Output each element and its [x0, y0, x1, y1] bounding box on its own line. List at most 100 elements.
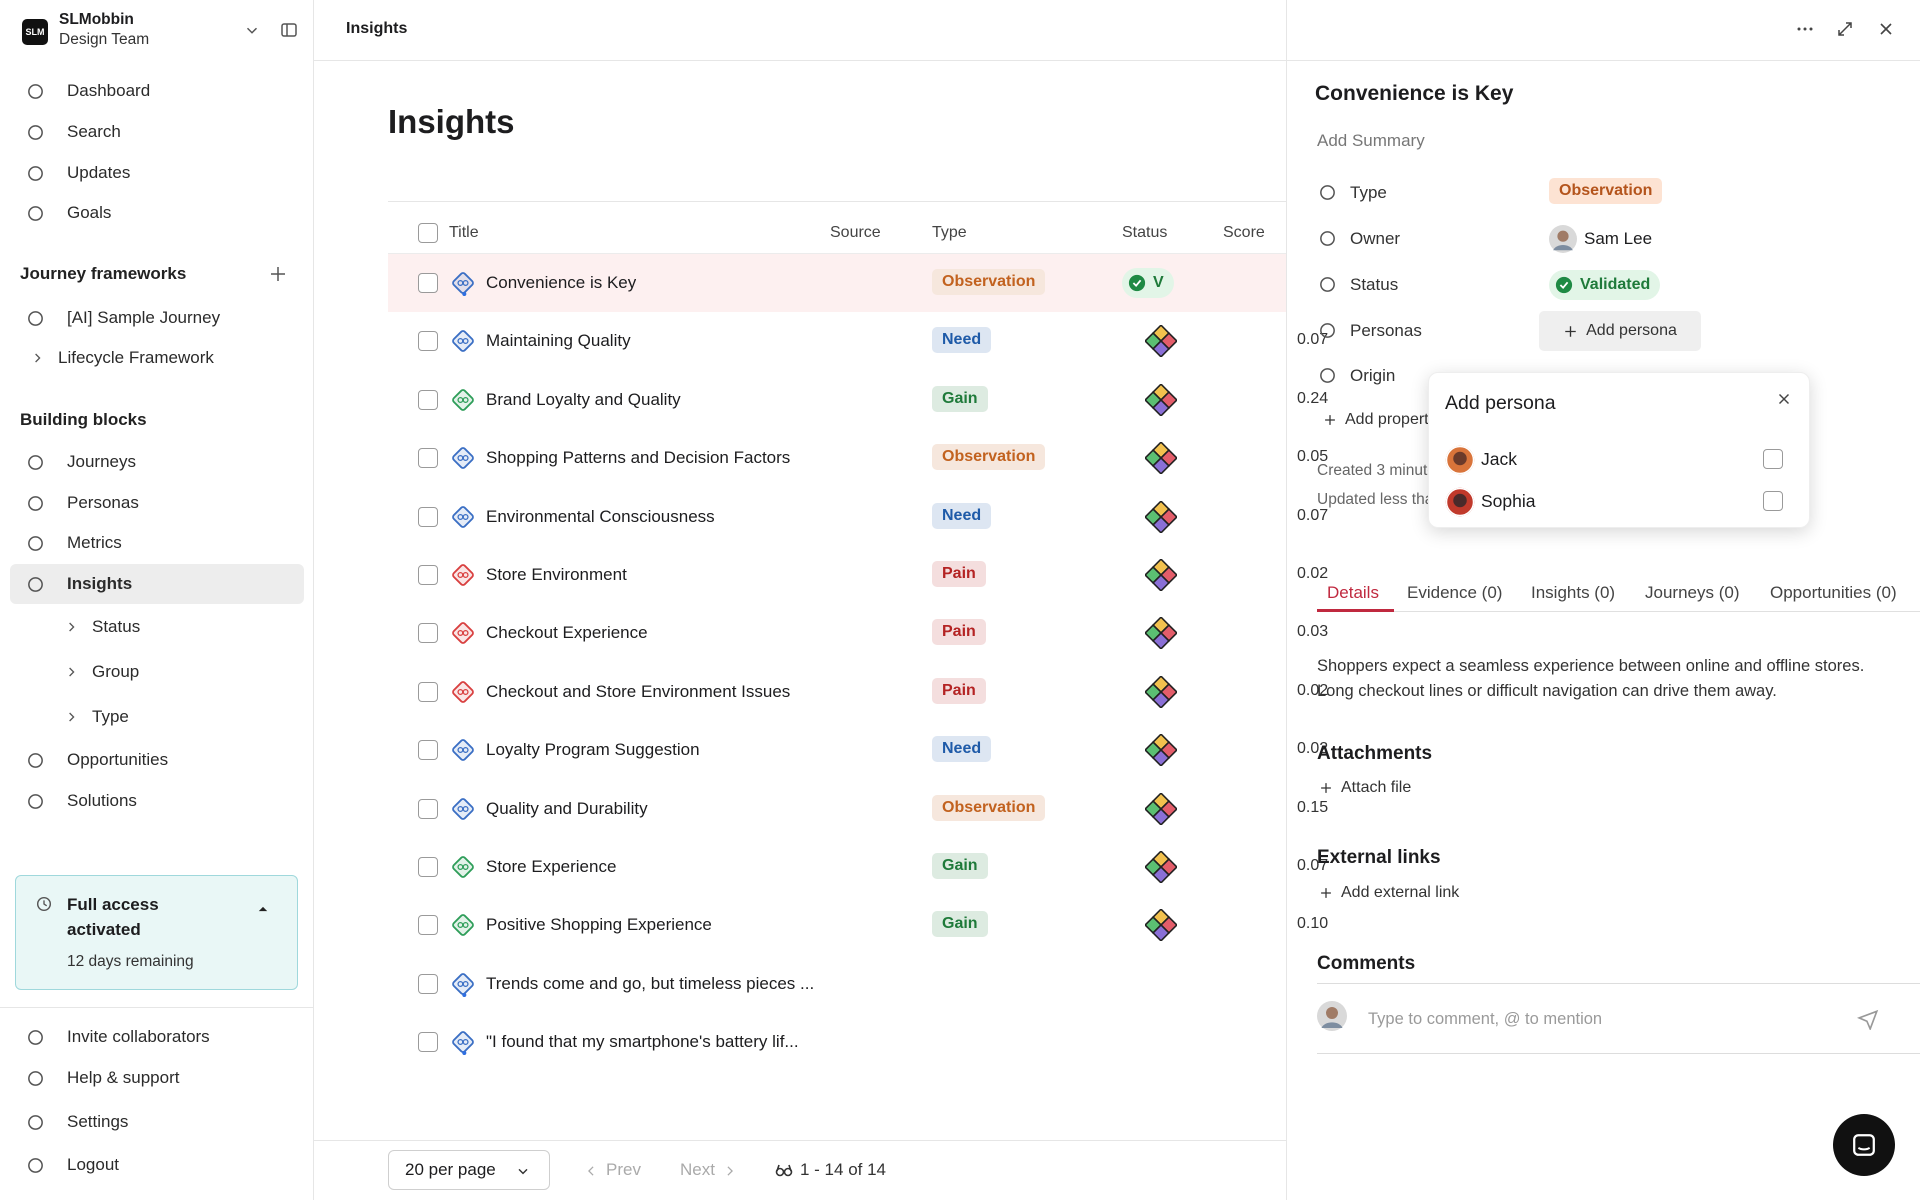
row-checkbox[interactable]: [418, 681, 438, 702]
add-external-link-label: Add external link: [1341, 884, 1460, 901]
persona-name[interactable]: Jack: [1481, 449, 1517, 469]
table-row[interactable]: Shopping Patterns and Decision Factors Ob…: [388, 429, 1328, 487]
nav-item[interactable]: Opportunities: [26, 745, 168, 775]
nav-label: Logout: [67, 1155, 119, 1174]
table-row[interactable]: "I found that my smartphone's battery li…: [388, 1013, 1286, 1071]
table-row[interactable]: Store Experience Gain 0.07: [388, 838, 1328, 896]
table-row[interactable]: Trends come and go, but timeless pieces …: [388, 955, 1286, 1013]
row-checkbox[interactable]: [418, 506, 438, 527]
nav-item[interactable]: Goals: [26, 198, 111, 228]
row-checkbox[interactable]: [418, 565, 438, 585]
tab[interactable]: Opportunities (0): [1770, 583, 1897, 602]
row-title: Positive Shopping Experience: [486, 915, 712, 935]
row-checkbox[interactable]: [418, 331, 438, 352]
prev-button[interactable]: Prev: [584, 1160, 641, 1180]
row-checkbox[interactable]: [418, 798, 438, 819]
close-button[interactable]: [1876, 19, 1896, 39]
nav-item[interactable]: Updates: [26, 158, 130, 188]
next-button[interactable]: Next: [680, 1160, 737, 1180]
description: Shoppers expect a seamless experience be…: [1317, 657, 1865, 700]
table-row[interactable]: Checkout Experience Pain 0.03: [388, 604, 1328, 662]
add-external-link[interactable]: Add external link: [1319, 884, 1459, 902]
table-row[interactable]: Checkout and Store Environment Issues Pai…: [388, 663, 1328, 721]
column-header: Status: [1122, 224, 1168, 241]
table-row[interactable]: Quality and Durability Observation 0.15: [388, 780, 1328, 838]
nav-item[interactable]: [AI] Sample Journey: [26, 303, 220, 333]
add-property[interactable]: Add property: [1323, 411, 1437, 429]
status-chip: V: [1122, 268, 1174, 298]
comment-input[interactable]: Type to comment, @ to mention: [1368, 1010, 1603, 1028]
type-chip: Pain: [932, 561, 986, 587]
row-title: Brand Loyalty and Quality: [486, 389, 681, 409]
nav-item[interactable]: Dashboard: [26, 76, 150, 106]
score: 0.05: [1297, 448, 1329, 466]
chat-button[interactable]: [1833, 1114, 1895, 1176]
table-row[interactable]: Positive Shopping Experience Gain 0.10: [388, 896, 1328, 954]
nav-item[interactable]: Personas: [26, 488, 139, 518]
nav-item[interactable]: Solutions: [26, 786, 137, 816]
insight-icon: [450, 1029, 476, 1056]
trial-card[interactable]: Full access activated 12 days remaining: [15, 875, 298, 990]
row-checkbox[interactable]: [418, 973, 438, 994]
expand-button[interactable]: [1835, 19, 1855, 39]
per-page-select[interactable]: 20 per page: [388, 1150, 550, 1190]
nav-icon: [26, 82, 45, 101]
owner-name: Sam Lee: [1584, 229, 1653, 248]
persona-checkbox[interactable]: [1763, 491, 1783, 511]
workspace-name[interactable]: SLMobbin: [59, 11, 134, 28]
row-checkbox[interactable]: [418, 915, 438, 936]
score: 0.02: [1297, 740, 1329, 758]
add-persona-button[interactable]: Add persona: [1539, 311, 1701, 351]
nav-item[interactable]: Logout: [26, 1150, 119, 1180]
add-summary[interactable]: Add Summary: [1317, 131, 1425, 150]
persona-checkbox[interactable]: [1763, 449, 1783, 469]
icon-svg: [452, 272, 474, 297]
table-row[interactable]: Convenience is Key Observation V: [388, 254, 1286, 312]
row-checkbox[interactable]: [418, 623, 438, 644]
table-row[interactable]: Loyalty Program Suggestion Need 0.02: [388, 721, 1328, 779]
row-checkbox[interactable]: [418, 448, 438, 469]
type-chip: Need: [932, 327, 992, 354]
tab[interactable]: Journeys (0): [1645, 583, 1740, 602]
row-checkbox[interactable]: [418, 389, 438, 410]
send-button[interactable]: [1856, 1008, 1879, 1032]
nav-item[interactable]: Journeys: [26, 447, 136, 477]
source-icon: [1144, 499, 1178, 534]
column-header: Source: [830, 224, 881, 241]
select-all-checkbox[interactable]: [418, 223, 438, 243]
nav-item[interactable]: Metrics: [26, 528, 122, 558]
nav-item[interactable]: Settings: [26, 1107, 128, 1137]
status-label: Validated: [1580, 276, 1651, 293]
nav-item[interactable]: Invite collaborators: [26, 1022, 210, 1052]
close-button[interactable]: [1775, 390, 1793, 408]
table-row[interactable]: Maintaining Quality Need 0.07: [388, 312, 1328, 370]
nav-item[interactable]: Search: [26, 117, 121, 147]
row-checkbox[interactable]: [418, 1032, 438, 1053]
nav-item[interactable]: Insights: [26, 569, 132, 599]
row-checkbox[interactable]: [418, 740, 438, 761]
table-row[interactable]: Store Environment Pain 0.02: [388, 546, 1328, 604]
nav-label: Updates: [67, 163, 131, 182]
nav-item[interactable]: Status: [64, 612, 140, 642]
icon-svg: [1144, 616, 1178, 651]
persona-name[interactable]: Sophia: [1481, 491, 1536, 511]
tab[interactable]: Insights (0): [1531, 583, 1616, 602]
avatar: [1549, 225, 1577, 253]
icon-svg: [36, 896, 52, 912]
table-row[interactable]: Environmental Consciousness Need 0.07: [388, 488, 1328, 546]
table-row[interactable]: Brand Loyalty and Quality Gain 0.24: [388, 371, 1328, 429]
tab[interactable]: Details: [1327, 583, 1379, 602]
nav-item[interactable]: Group: [64, 657, 139, 687]
row-checkbox[interactable]: [418, 857, 438, 877]
more-button[interactable]: [1795, 19, 1815, 39]
icon-svg: [28, 310, 43, 326]
add-framework-icon: [268, 264, 288, 284]
tab[interactable]: Evidence (0): [1407, 583, 1503, 602]
nav-item[interactable]: Help & support: [26, 1063, 179, 1093]
nav-item[interactable]: Type: [64, 702, 129, 732]
row-checkbox[interactable]: [418, 273, 438, 293]
detail-title: Convenience is Key: [1315, 82, 1514, 105]
row-title: Store Experience: [486, 857, 617, 876]
attach-file[interactable]: Attach file: [1319, 779, 1411, 797]
nav-item[interactable]: Lifecycle Framework: [30, 343, 214, 373]
